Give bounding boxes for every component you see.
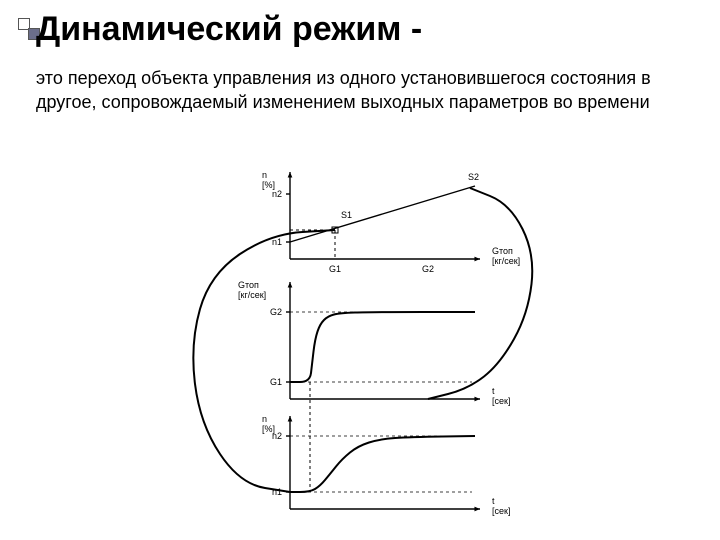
- svg-text:Gтоп[кг/сек]: Gтоп[кг/сек]: [492, 246, 520, 266]
- svg-text:n2: n2: [272, 189, 282, 199]
- svg-text:n[%]: n[%]: [262, 170, 275, 190]
- svg-text:S2: S2: [468, 172, 479, 182]
- svg-text:t[сек]: t[сек]: [492, 496, 510, 516]
- svg-text:G1: G1: [329, 264, 341, 274]
- slide-title: Динамический режим -: [36, 10, 422, 49]
- svg-text:S1: S1: [341, 210, 352, 220]
- svg-text:n2: n2: [272, 431, 282, 441]
- svg-text:G1: G1: [270, 377, 282, 387]
- svg-text:Gтоп[кг/сек]: Gтоп[кг/сек]: [238, 280, 266, 300]
- diagram-container: n[%]n2n1S1S2G1G2Gтоп[кг/сек]Gтоп[кг/сек]…: [170, 164, 550, 524]
- svg-text:G2: G2: [270, 307, 282, 317]
- slide-body-text: это переход объекта управления из одного…: [36, 66, 676, 115]
- svg-text:G2: G2: [422, 264, 434, 274]
- diagram-svg: n[%]n2n1S1S2G1G2Gтоп[кг/сек]Gтоп[кг/сек]…: [170, 164, 550, 524]
- svg-text:t[сек]: t[сек]: [492, 386, 510, 406]
